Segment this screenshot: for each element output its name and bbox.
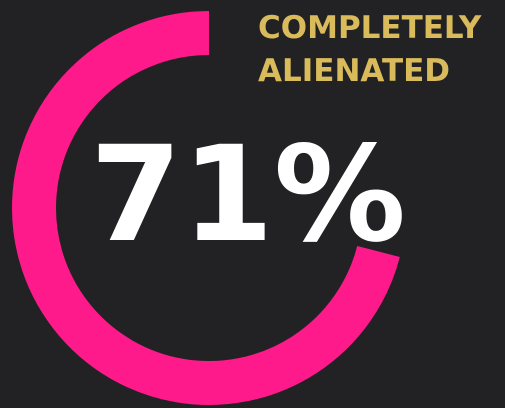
title-line: COMPLETELY bbox=[258, 10, 482, 46]
title-line: ALIENATED bbox=[258, 53, 450, 89]
donut-arc bbox=[12, 11, 400, 405]
value-label: 71% bbox=[90, 118, 406, 272]
